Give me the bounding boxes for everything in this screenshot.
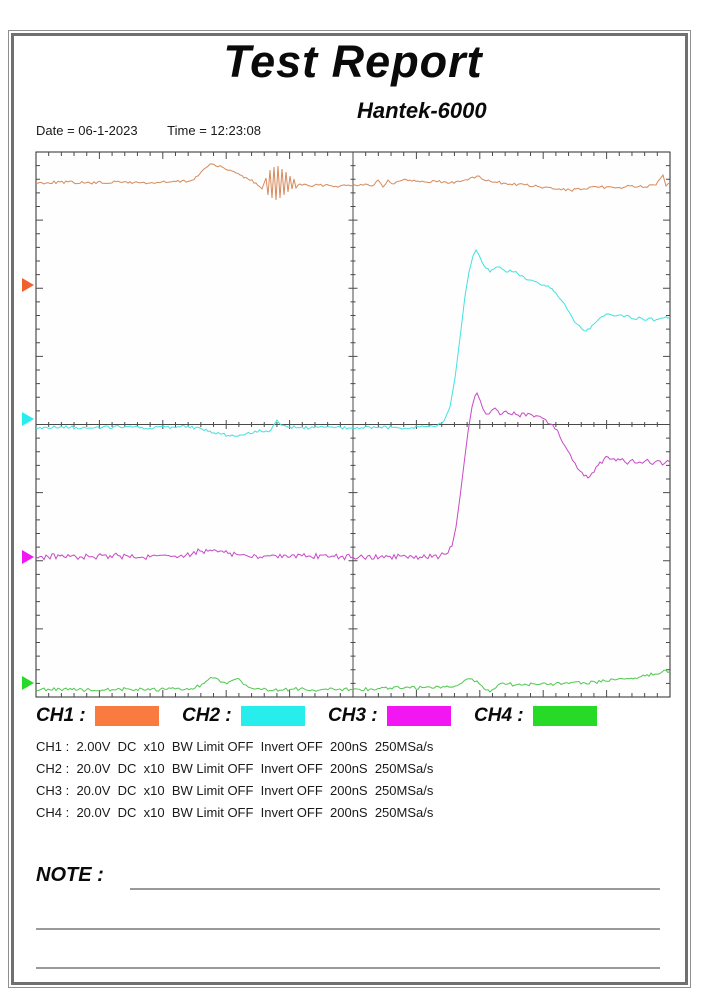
note-label: NOTE : <box>36 864 104 886</box>
trigger-marker-ch4 <box>22 676 34 690</box>
note-line-2 <box>36 928 660 930</box>
trace-ch4 <box>35 669 671 693</box>
page-title: Test Report <box>223 36 483 87</box>
legend-label-ch4: CH4 : <box>474 705 524 726</box>
waveform-chart <box>22 151 671 698</box>
legend-label-ch3: CH3 : <box>328 705 378 726</box>
legend-swatch-ch2 <box>240 706 305 726</box>
legend-swatch-ch1 <box>94 706 159 726</box>
trigger-marker-ch3 <box>22 550 34 564</box>
legend-item-ch4: CH4 : <box>474 705 620 727</box>
legend-item-ch2: CH2 : <box>182 705 328 727</box>
device-name: Hantek-6000 <box>357 98 487 123</box>
trigger-marker-ch2 <box>22 412 34 426</box>
legend-label-ch1: CH1 : <box>36 705 86 726</box>
channel-settings-ch1: CH1 : 2.00V DC x10 BW Limit OFF Invert O… <box>36 739 434 754</box>
trigger-marker-ch1 <box>22 278 34 292</box>
legend-item-ch1: CH1 : <box>36 705 182 727</box>
oscilloscope-display <box>18 146 678 704</box>
note-line-3 <box>36 967 660 969</box>
legend-label-ch2: CH2 : <box>182 705 232 726</box>
trace-ch2 <box>35 248 671 437</box>
channel-settings-ch2: CH2 : 20.0V DC x10 BW Limit OFF Invert O… <box>36 761 434 776</box>
channel-legend: CH1 : CH2 : CH3 : CH4 : <box>36 704 656 728</box>
date-label: Date = 06-1-2023 <box>36 123 138 138</box>
time-label: Time = 12:23:08 <box>167 123 261 138</box>
legend-swatch-ch3 <box>386 706 451 726</box>
trace-ch3 <box>35 391 671 561</box>
channel-settings: CH1 : 2.00V DC x10 BW Limit OFF Invert O… <box>36 736 433 824</box>
channel-settings-ch3: CH3 : 20.0V DC x10 BW Limit OFF Invert O… <box>36 783 434 798</box>
legend-swatch-ch4 <box>532 706 597 726</box>
legend-item-ch3: CH3 : <box>328 705 474 727</box>
trace-ch1 <box>35 163 671 201</box>
channel-settings-ch4: CH4 : 20.0V DC x10 BW Limit OFF Invert O… <box>36 805 434 820</box>
date-time-row: Date = 06-1-2023 Time = 12:23:08 <box>36 123 261 138</box>
note-line-1 <box>130 888 660 890</box>
